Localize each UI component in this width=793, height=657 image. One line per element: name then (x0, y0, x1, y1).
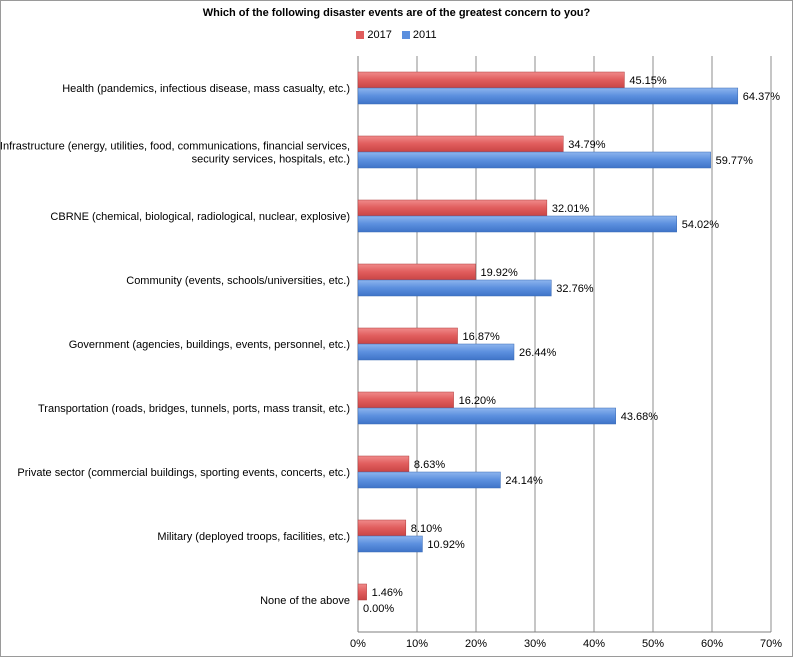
bar-2017 (357, 199, 548, 217)
legend-item-2017: 2017 (356, 29, 392, 41)
bar-2017 (357, 519, 407, 537)
data-label-2011: 0.00% (363, 603, 394, 615)
data-label-2011: 24.14% (505, 475, 543, 487)
data-label-2017: 19.92% (481, 267, 519, 279)
category-label: CBRNE (chemical, biological, radiologica… (50, 211, 350, 223)
legend-label-2017: 2017 (367, 29, 392, 41)
data-labels: 45.15% 64.37% 34.79% 59.77% 32.01% 54.02% 19.9… (363, 75, 780, 615)
legend-item-2011: 2011 (401, 29, 437, 41)
data-label-2017: 8.63% (414, 459, 445, 471)
data-label-2011: 26.44% (519, 347, 557, 359)
x-tick-label: 0% (350, 638, 366, 650)
bar-2017 (357, 263, 476, 281)
x-tick-label: 50% (642, 638, 664, 650)
data-label-2017: 34.79% (568, 139, 606, 151)
category-label: Military (deployed troops, facilities, e… (157, 531, 350, 543)
data-label-2017: 45.15% (629, 75, 667, 87)
data-label-2017: 16.20% (459, 395, 497, 407)
bar-2017 (357, 135, 564, 153)
data-label-2011: 64.37% (743, 91, 781, 103)
category-label: Transportation (roads, bridges, tunnels,… (38, 403, 350, 415)
bar-2011 (357, 343, 515, 361)
legend-swatch-2017 (356, 31, 365, 39)
legend-swatch-2011 (401, 31, 410, 39)
x-tick-label: 60% (701, 638, 723, 650)
data-label-2011: 32.76% (556, 283, 594, 295)
x-tick-label: 70% (760, 638, 782, 650)
data-label-2017: 32.01% (552, 203, 590, 215)
category-label: Private sector (commercial buildings, sp… (17, 467, 350, 479)
bar-2011 (357, 407, 616, 425)
bar-2011 (357, 279, 552, 297)
bar-2011 (357, 471, 501, 489)
category-label: None of the above (260, 595, 350, 607)
category-label: Infrastructure (energy, utilities, food,… (0, 141, 350, 153)
bar-2011 (357, 151, 711, 169)
x-tick-label: 10% (406, 638, 428, 650)
x-axis-ticks: 0% 10% 20% 30% 40% 50% 60% 70% (350, 638, 782, 650)
category-label: Government (agencies, buildings, events,… (69, 339, 350, 351)
category-label: Community (events, schools/universities,… (126, 275, 350, 287)
legend: 2017 2011 (0, 29, 793, 41)
bars (357, 71, 739, 601)
bar-2017 (357, 455, 410, 473)
bar-2011 (357, 215, 677, 233)
legend-label-2011: 2011 (412, 29, 437, 41)
category-labels: Health (pandemics, infectious disease, m… (0, 83, 350, 607)
category-label: Health (pandemics, infectious disease, m… (62, 83, 350, 95)
bar-2011 (357, 535, 423, 553)
chart-title: Which of the following disaster events a… (202, 7, 591, 19)
bar-2017 (357, 583, 367, 601)
data-label-2011: 54.02% (682, 219, 720, 231)
data-label-2011: 59.77% (716, 155, 754, 167)
data-label-2011: 43.68% (621, 411, 659, 423)
data-label-2017: 16.87% (463, 331, 501, 343)
data-label-2011: 10.92% (427, 539, 465, 551)
x-tick-label: 30% (524, 638, 546, 650)
bar-2017 (357, 391, 454, 409)
data-label-2017: 1.46% (372, 587, 403, 599)
category-label: security services, hospitals, etc.) (192, 154, 350, 166)
bar-2011 (357, 87, 739, 105)
x-tick-label: 20% (465, 638, 487, 650)
x-tick-label: 40% (583, 638, 605, 650)
data-label-2017: 8.10% (411, 523, 442, 535)
bar-2017 (357, 71, 625, 89)
bar-2017 (357, 327, 458, 345)
